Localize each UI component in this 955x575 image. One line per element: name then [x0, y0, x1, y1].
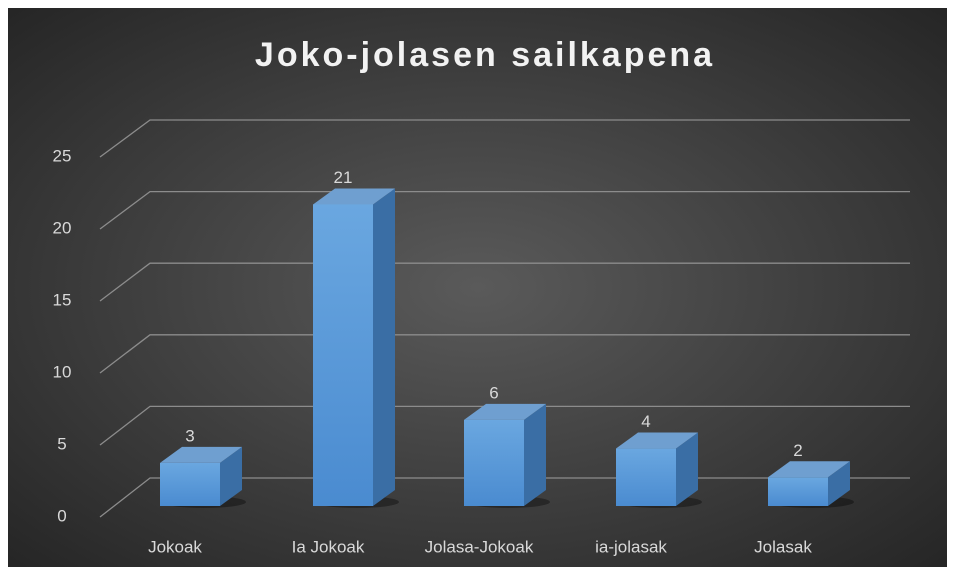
value-label: 4 — [641, 412, 650, 431]
bar-top — [313, 188, 395, 205]
bar-top — [160, 446, 242, 463]
value-label: 6 — [489, 383, 498, 402]
bar — [160, 462, 220, 506]
x-tick-label: Jolasa-Jokoak — [425, 537, 534, 556]
bar — [313, 204, 373, 506]
bar-side — [828, 461, 850, 506]
value-label: 21 — [334, 168, 353, 187]
y-tick-label: 5 — [57, 434, 66, 453]
grid-line — [99, 119, 910, 158]
bar-top — [464, 403, 546, 420]
grid-line — [99, 190, 910, 230]
y-tick-label: 25 — [53, 146, 72, 165]
y-tick-label: 0 — [57, 506, 66, 525]
bar-top — [616, 432, 698, 449]
chart-title: Joko-jolasen sailkapena — [255, 36, 715, 74]
x-tick-label: Jolasak — [754, 537, 812, 556]
bar-side — [524, 403, 546, 506]
bar — [464, 419, 524, 506]
bar-top — [768, 461, 850, 478]
grid-line — [99, 405, 910, 446]
y-tick-label: 15 — [53, 290, 72, 309]
bar — [616, 448, 676, 506]
grid-line — [99, 262, 910, 302]
bar — [768, 477, 828, 506]
y-tick-label: 20 — [53, 218, 72, 237]
grid-line — [99, 334, 910, 374]
x-tick-label: Jokoak — [148, 537, 202, 556]
x-tick-label: ia-jolasak — [595, 537, 667, 556]
bar-side — [373, 188, 395, 506]
y-tick-label: 10 — [53, 362, 72, 381]
bar-side — [220, 446, 242, 506]
bar-side — [676, 432, 698, 506]
value-label: 2 — [793, 441, 802, 460]
value-label: 3 — [185, 426, 194, 445]
x-tick-label: Ia Jokoak — [292, 537, 365, 556]
